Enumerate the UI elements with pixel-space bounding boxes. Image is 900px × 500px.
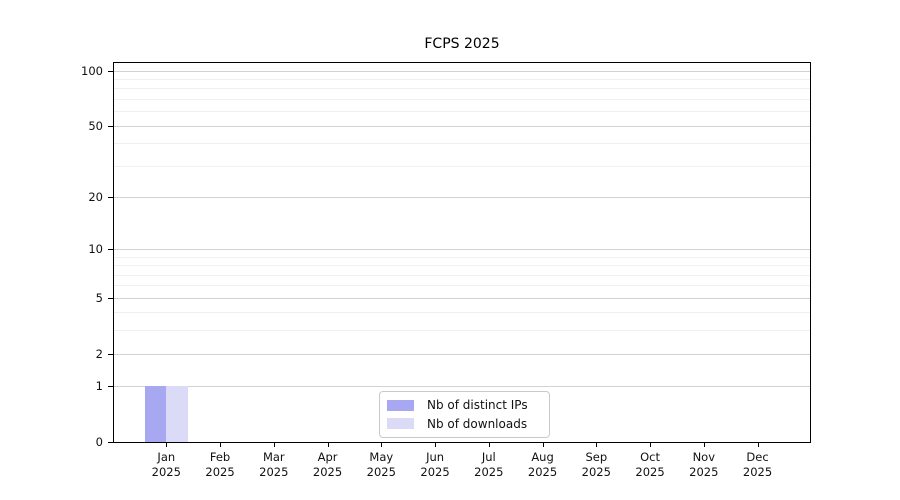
x-tick-year: 2025 — [742, 465, 773, 479]
x-tick-label: Apr 2025 — [297, 450, 359, 480]
x-tick-mark — [381, 443, 383, 447]
x-tick-mark — [596, 443, 598, 447]
y-tick-label: 50 — [88, 118, 103, 133]
x-tick-label: May 2025 — [350, 450, 412, 480]
x-tick-mark — [757, 443, 759, 447]
gridline-major — [114, 249, 810, 251]
plot-area — [113, 62, 811, 443]
x-tick-label: Dec 2025 — [727, 450, 789, 480]
x-tick-label: Jul 2025 — [458, 450, 520, 480]
gridline-major — [114, 297, 810, 299]
gridline-minor — [114, 111, 810, 113]
x-tick-year: 2025 — [581, 465, 611, 479]
y-tick-mark — [108, 249, 113, 251]
x-tick-month: Jun — [426, 450, 445, 464]
x-tick-mark — [650, 443, 652, 447]
x-tick-month: Nov — [692, 450, 716, 464]
gridline-minor — [114, 88, 810, 90]
x-tick-mark — [435, 443, 437, 447]
legend-label: Nb of downloads — [427, 416, 528, 431]
y-tick-label: 1 — [95, 379, 103, 394]
x-tick-month: Oct — [640, 450, 660, 464]
y-tick-mark — [108, 196, 113, 199]
y-tick-mark — [108, 442, 113, 444]
x-tick-month: May — [369, 450, 394, 464]
legend-item: Nb of distinct IPs — [387, 396, 542, 414]
gridline-minor — [114, 143, 810, 145]
gridline-major — [114, 70, 810, 72]
x-tick-year: 2025 — [151, 465, 181, 479]
gridline-minor — [114, 78, 810, 80]
y-tick-label: 0 — [95, 435, 103, 449]
x-tick-year: 2025 — [259, 465, 289, 479]
gridline-minor — [114, 330, 810, 332]
x-tick-month: Dec — [746, 450, 769, 464]
x-tick-label: Nov 2025 — [673, 450, 735, 480]
y-tick-label: 5 — [95, 290, 103, 305]
bar-downloads — [166, 386, 188, 442]
gridline-minor — [114, 274, 810, 276]
x-tick-month: Apr — [317, 450, 338, 464]
y-tick-label: 20 — [88, 189, 103, 204]
x-tick-mark — [488, 443, 490, 447]
y-tick-mark — [108, 297, 113, 299]
gridline-minor — [114, 98, 810, 100]
y-tick-mark — [108, 125, 113, 127]
x-tick-year: 2025 — [420, 465, 450, 479]
x-tick-year: 2025 — [312, 465, 343, 479]
gridline-minor — [114, 265, 810, 267]
x-tick-month: Aug — [531, 450, 554, 464]
chart-title: FCPS 2025 — [424, 36, 500, 52]
y-tick-label: 2 — [95, 346, 103, 361]
legend: Nb of distinct IPs Nb of downloads — [379, 391, 550, 438]
x-tick-year: 2025 — [635, 465, 665, 479]
x-tick-month: Jan — [157, 450, 176, 464]
x-tick-year: 2025 — [205, 465, 235, 479]
gridline-major — [114, 353, 810, 355]
x-tick-year: 2025 — [474, 465, 504, 479]
gridline-major — [114, 125, 810, 127]
x-tick-year: 2025 — [527, 465, 558, 479]
gridline-minor — [114, 285, 810, 287]
x-tick-mark — [273, 443, 275, 447]
legend-label: Nb of distinct IPs — [427, 398, 528, 413]
bar-distinct-ips — [144, 386, 167, 442]
x-tick-label: Jun 2025 — [404, 450, 466, 480]
x-tick-month: Sep — [585, 450, 608, 464]
x-tick-month: Feb — [209, 450, 231, 464]
gridline-minor — [114, 312, 810, 314]
y-tick-mark — [108, 386, 113, 388]
x-tick-mark — [327, 443, 329, 447]
x-tick-label: Jan 2025 — [135, 450, 197, 480]
x-tick-year: 2025 — [366, 465, 396, 479]
x-tick-month: Mar — [262, 450, 285, 464]
y-tick-mark — [108, 353, 113, 355]
legend-swatch-distinct-ips — [387, 399, 414, 411]
x-tick-month: Jul — [481, 450, 496, 464]
x-tick-year: 2025 — [689, 465, 719, 479]
gridline-major — [114, 196, 810, 198]
x-tick-label: Mar 2025 — [243, 450, 305, 480]
x-tick-label: Sep 2025 — [565, 450, 627, 480]
x-tick-label: Oct 2025 — [619, 450, 681, 480]
x-tick-mark — [703, 443, 705, 447]
y-tick-label: 10 — [88, 242, 103, 257]
x-tick-mark — [220, 443, 222, 447]
y-tick-label: 100 — [81, 63, 103, 78]
x-tick-mark — [166, 443, 168, 447]
legend-item: Nb of downloads — [387, 415, 542, 433]
x-tick-label: Aug 2025 — [512, 450, 574, 480]
gridline-minor — [114, 256, 810, 258]
x-tick-mark — [542, 443, 544, 447]
y-tick-mark — [108, 70, 113, 72]
legend-swatch-downloads — [387, 418, 414, 430]
gridline-major — [114, 386, 810, 388]
x-tick-label: Feb 2025 — [189, 450, 251, 480]
gridline-minor — [114, 165, 810, 167]
